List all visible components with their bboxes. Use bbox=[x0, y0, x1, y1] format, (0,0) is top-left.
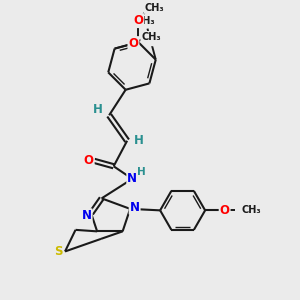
Text: CH₃: CH₃ bbox=[145, 3, 164, 13]
Text: O: O bbox=[84, 154, 94, 167]
Text: N: N bbox=[130, 201, 140, 214]
Text: H: H bbox=[134, 134, 143, 147]
Text: H: H bbox=[137, 167, 146, 177]
Text: O: O bbox=[220, 204, 230, 217]
Text: O: O bbox=[128, 37, 138, 50]
Text: CH₃: CH₃ bbox=[241, 206, 261, 215]
Text: O: O bbox=[145, 32, 155, 45]
Text: N: N bbox=[82, 209, 92, 222]
Text: CH₃: CH₃ bbox=[136, 16, 155, 26]
Text: O: O bbox=[134, 14, 143, 27]
Text: N: N bbox=[127, 172, 137, 185]
Text: S: S bbox=[54, 245, 63, 258]
Text: CH₃: CH₃ bbox=[141, 32, 161, 42]
Text: H: H bbox=[93, 103, 103, 116]
